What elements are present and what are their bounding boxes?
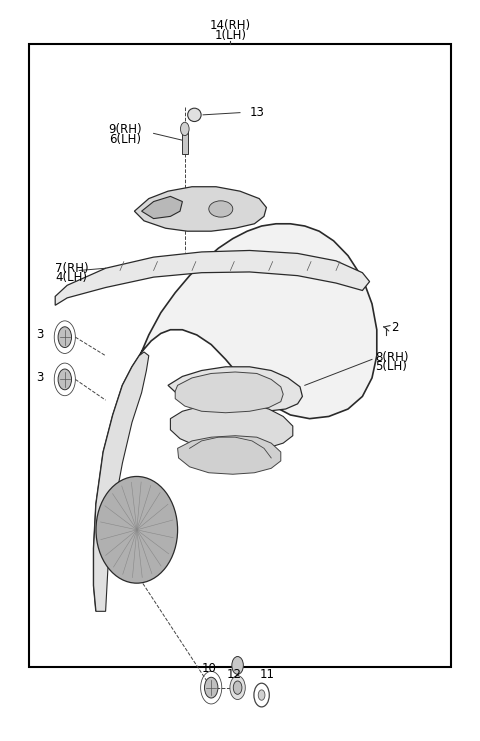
Ellipse shape	[188, 108, 201, 122]
Polygon shape	[175, 372, 283, 413]
Text: 6(LH): 6(LH)	[109, 133, 142, 146]
Text: 7(RH): 7(RH)	[55, 262, 89, 275]
Polygon shape	[168, 367, 302, 411]
Bar	[29, 44, 451, 667]
Text: 4(LH): 4(LH)	[55, 271, 87, 285]
Circle shape	[258, 690, 265, 700]
Text: 3: 3	[36, 328, 43, 342]
Text: 10: 10	[202, 662, 216, 675]
Polygon shape	[170, 403, 293, 451]
Text: 12: 12	[227, 668, 242, 681]
Circle shape	[230, 676, 245, 700]
Polygon shape	[178, 436, 281, 474]
Ellipse shape	[209, 201, 233, 217]
Bar	[182, 130, 188, 154]
Circle shape	[58, 327, 72, 348]
Circle shape	[180, 122, 189, 136]
Polygon shape	[55, 250, 370, 305]
Polygon shape	[94, 352, 149, 611]
Text: 1(LH): 1(LH)	[215, 29, 246, 42]
Text: 3: 3	[36, 371, 43, 385]
Polygon shape	[134, 187, 266, 231]
Text: 8(RH): 8(RH)	[375, 350, 409, 364]
Circle shape	[58, 369, 72, 390]
Polygon shape	[142, 196, 182, 219]
Circle shape	[233, 681, 242, 694]
Circle shape	[204, 677, 218, 698]
Polygon shape	[94, 224, 377, 611]
Text: 14(RH): 14(RH)	[210, 19, 251, 33]
Text: 2: 2	[391, 321, 399, 334]
Ellipse shape	[96, 476, 178, 583]
Text: 11: 11	[260, 668, 275, 681]
Text: 9(RH): 9(RH)	[108, 123, 142, 136]
Text: 13: 13	[250, 106, 264, 119]
Text: 5(LH): 5(LH)	[375, 360, 407, 373]
Circle shape	[232, 657, 243, 674]
